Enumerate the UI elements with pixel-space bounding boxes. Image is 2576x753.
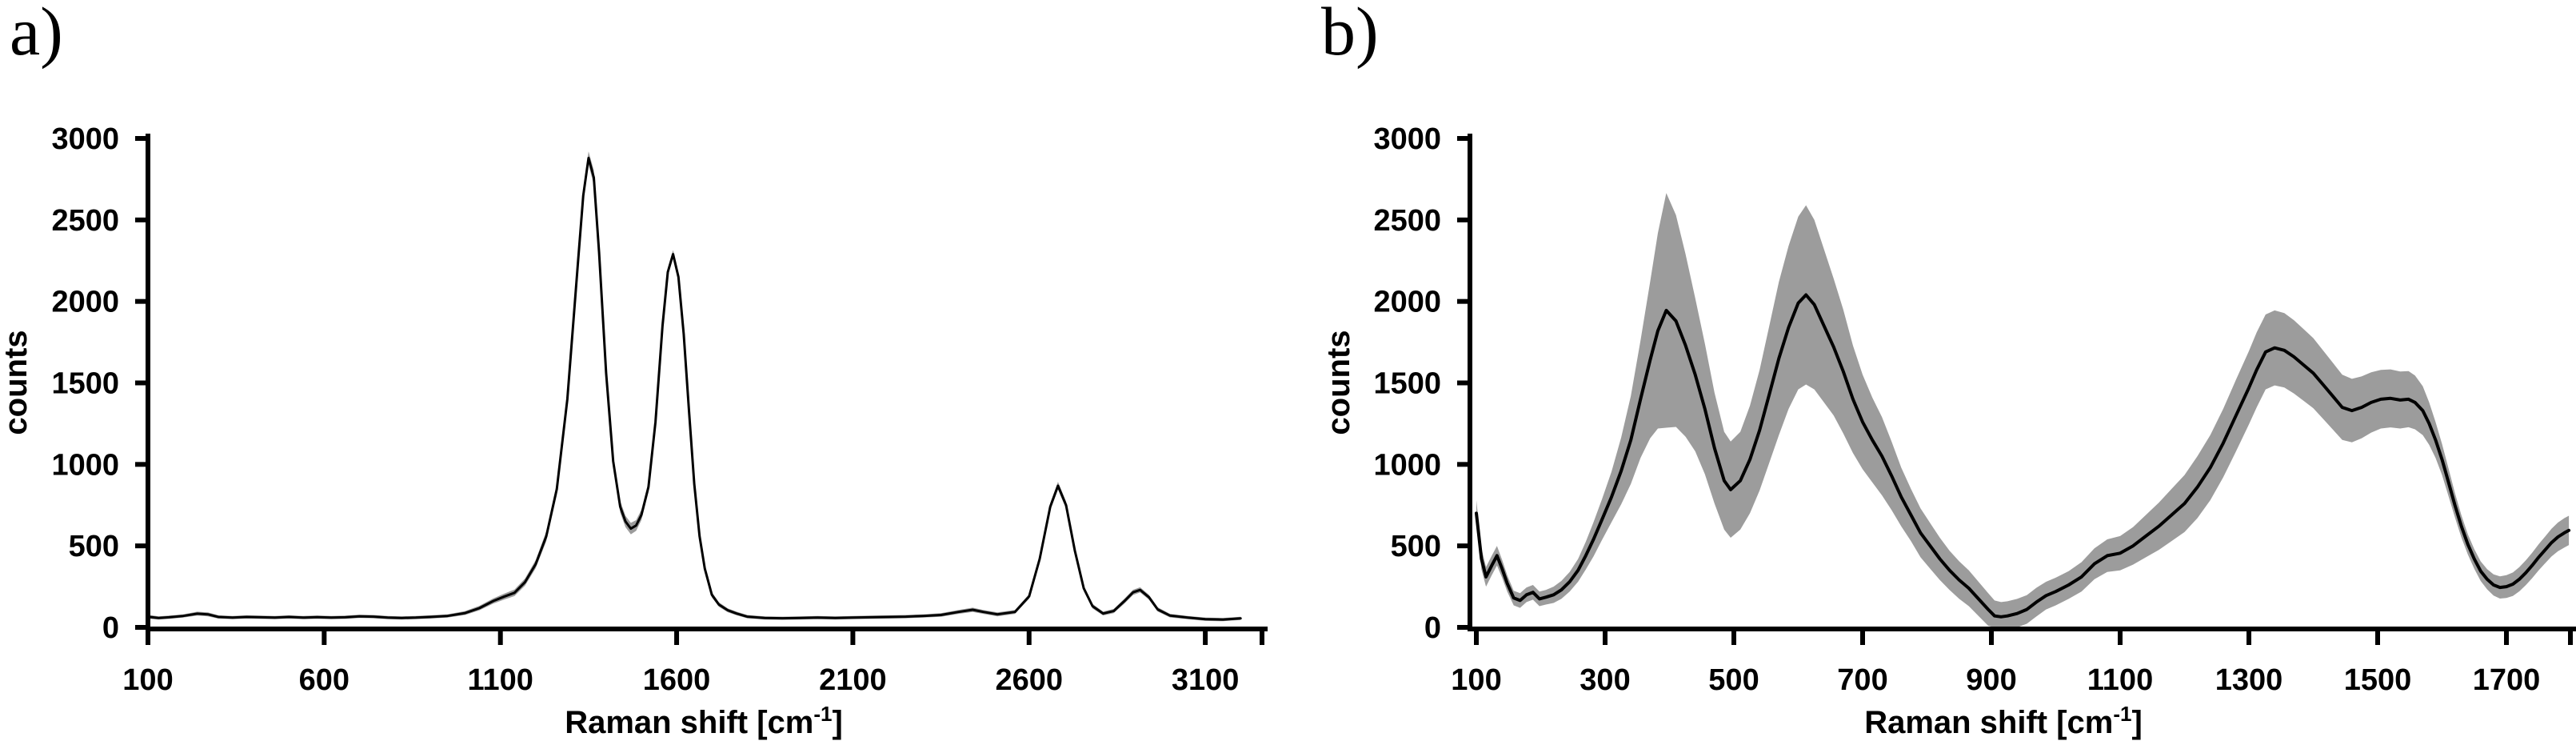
- std-band-a: [148, 151, 1241, 622]
- x-axis-title-b: Raman shift [cm-1]: [1864, 702, 2143, 740]
- x-tick-label-a: 100: [122, 663, 173, 697]
- panel-b-label: b): [1321, 0, 1379, 70]
- y-tick-label-b: 1000: [1373, 448, 1441, 482]
- x-tick-label-b: 900: [1966, 663, 2016, 697]
- y-tick-label-a: 2500: [51, 204, 119, 238]
- x-tick-label-b: 1300: [2215, 663, 2283, 697]
- x-tick-label-a: 1600: [643, 663, 711, 697]
- chart-panel-b: 0 500 1000 1500 2000 2500 3000 100 300 500 700 900 1…: [1321, 122, 2576, 740]
- y-tick-label-a: 3000: [51, 122, 119, 156]
- x-axis-title-a: Raman shift [cm-1]: [565, 702, 843, 740]
- mean-spectrum-line-a: [146, 156, 1242, 621]
- y-tick-label-a: 1500: [51, 367, 119, 401]
- std-band-b: [1476, 193, 2570, 627]
- y-tick-label-b: 500: [1391, 530, 1441, 563]
- panel-a-label: a): [10, 0, 63, 70]
- x-tick-label-b: 100: [1451, 663, 1501, 697]
- y-tick-label-b: 3000: [1373, 122, 1441, 156]
- x-tick-label-b: 700: [1837, 663, 1887, 697]
- y-tick-label-b: 0: [1424, 611, 1441, 645]
- y-axis-title-b: counts: [1321, 330, 1356, 435]
- x-tick-label-b: 500: [1708, 663, 1759, 697]
- x-tick-label-b: 300: [1580, 663, 1630, 697]
- y-axis-title-a: counts: [0, 330, 34, 435]
- y-tick-label-b: 1500: [1373, 367, 1441, 401]
- x-tick-label-a: 600: [299, 663, 349, 697]
- x-tick-label-b: 1700: [2473, 663, 2541, 697]
- x-tick-label-a: 1100: [467, 663, 533, 697]
- x-tick-label-a: 3100: [1172, 663, 1240, 697]
- y-tick-label-a: 0: [102, 611, 119, 645]
- y-tick-label-a: 1000: [51, 448, 119, 482]
- mean-spectrum-line-b: [1475, 293, 2571, 619]
- x-tick-label-b: 1100: [2087, 663, 2153, 697]
- y-tick-label-b: 2000: [1373, 286, 1441, 319]
- y-tick-label-b: 2500: [1373, 204, 1441, 238]
- y-tick-label-a: 500: [69, 530, 119, 563]
- chart-panel-a: 0 500 1000 1500 2000 2500 3000 100 600 1100 1600 21…: [0, 122, 1268, 740]
- y-tick-label-a: 2000: [51, 286, 119, 319]
- x-tick-label-b: 1500: [2344, 663, 2412, 697]
- x-tick-label-a: 2100: [819, 663, 887, 697]
- x-tick-label-a: 2600: [995, 663, 1063, 697]
